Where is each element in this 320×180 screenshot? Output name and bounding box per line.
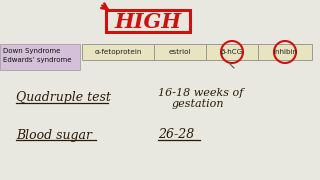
Bar: [0, 44, 80, 70]
Text: estriol: estriol: [169, 49, 191, 55]
Text: Edwards’ syndrome: Edwards’ syndrome: [3, 57, 71, 63]
Text: gestation: gestation: [172, 99, 225, 109]
Bar: [82, 44, 312, 60]
Text: 16-18 weeks of: 16-18 weeks of: [158, 88, 244, 98]
Text: α-fetoprotein: α-fetoprotein: [94, 49, 142, 55]
Text: Down Syndrome: Down Syndrome: [3, 48, 60, 54]
Text: Blood sugar: Blood sugar: [16, 129, 92, 141]
Text: HIGH: HIGH: [115, 12, 181, 32]
Text: β-hCG: β-hCG: [221, 49, 243, 55]
Text: 26-28: 26-28: [158, 129, 194, 141]
Text: inhibin: inhibin: [273, 49, 297, 55]
Text: Quadruple test: Quadruple test: [16, 91, 111, 105]
